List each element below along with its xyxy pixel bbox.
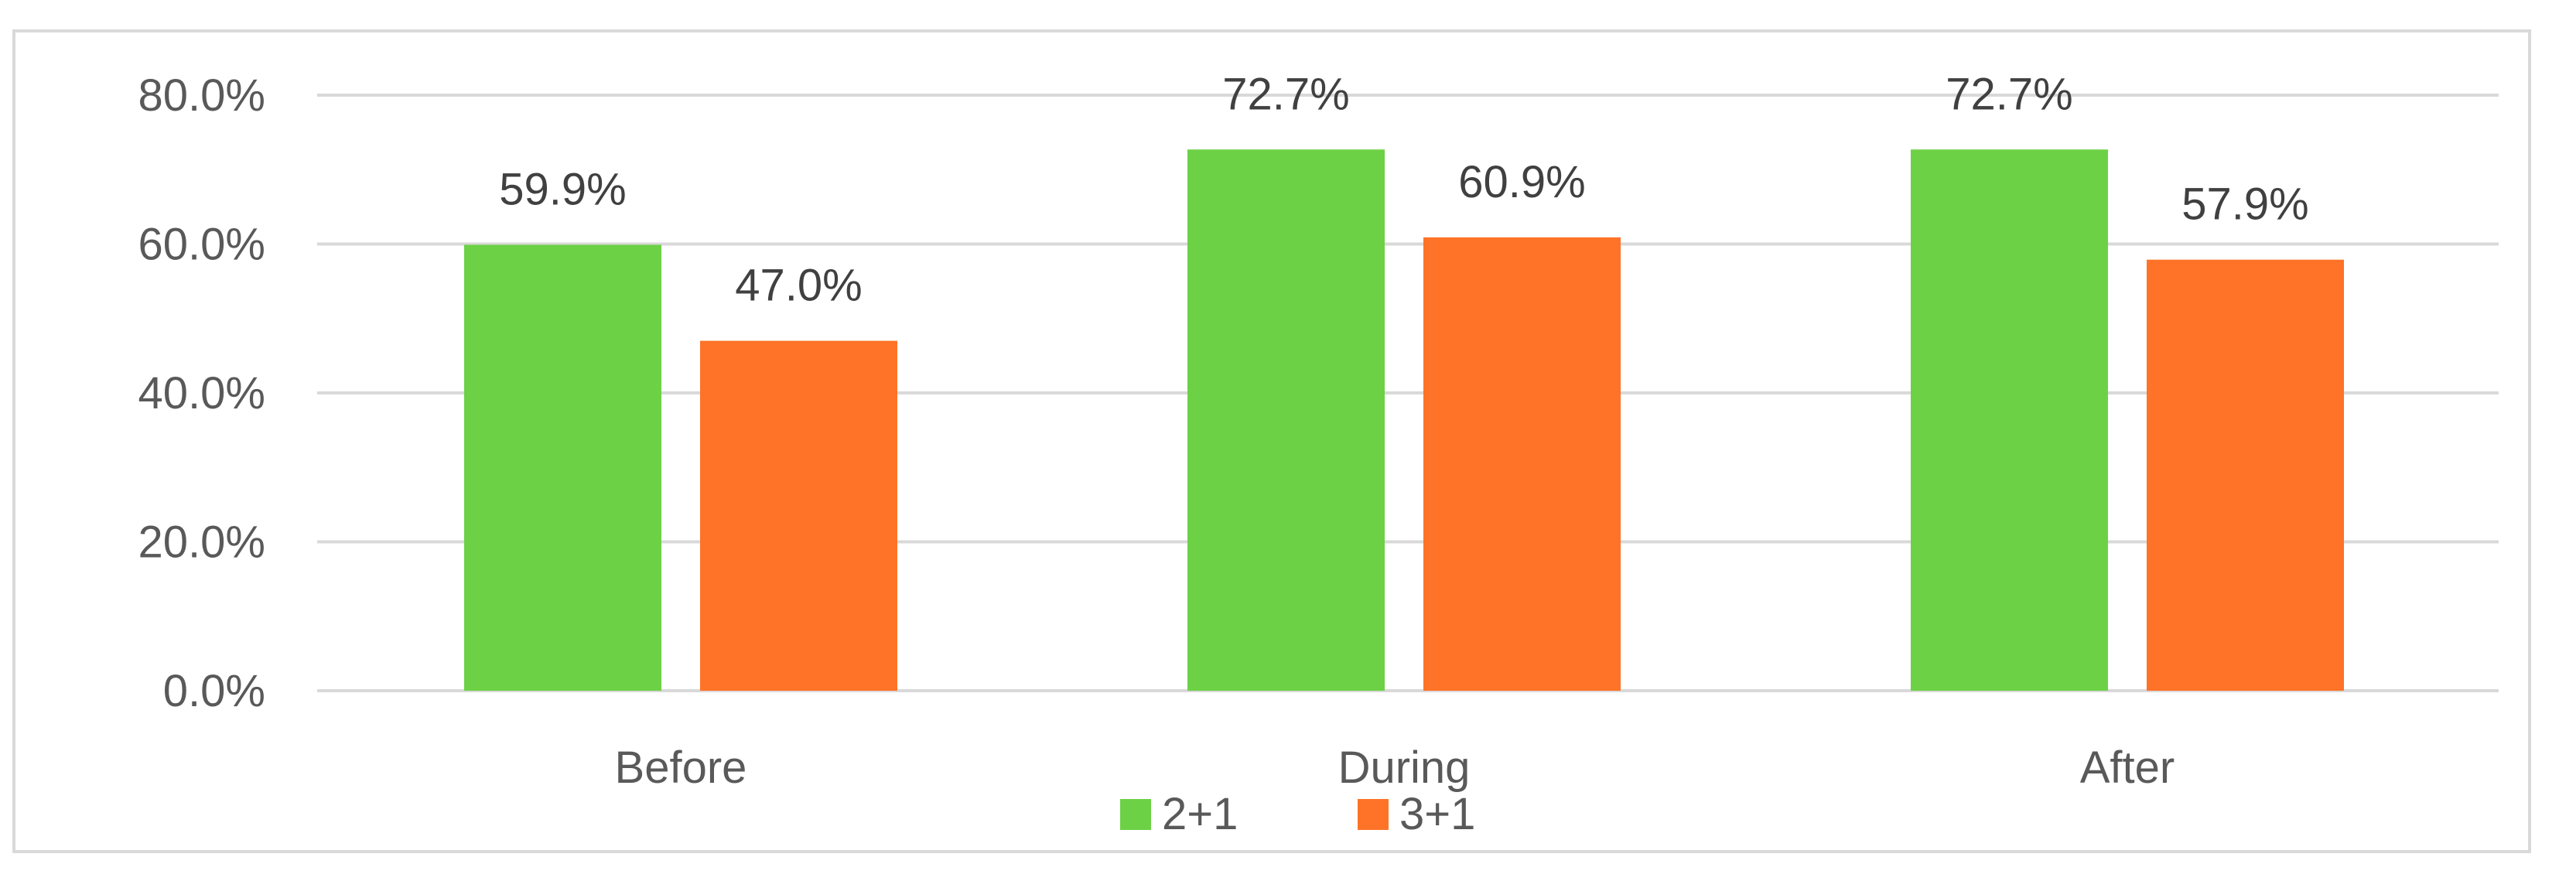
x-category-label: During — [1338, 743, 1471, 793]
x-category-label: After — [2080, 743, 2175, 793]
legend-label: 3+1 — [1399, 789, 1475, 839]
y-tick-label: 80.0% — [138, 70, 265, 121]
bars — [464, 149, 2344, 691]
legend-label: 2+1 — [1162, 789, 1238, 839]
x-category-label: Before — [615, 743, 747, 793]
data-labels: 59.9% 47.0% 72.7% 60.9% 72.7% 57.9% — [499, 69, 2308, 310]
y-tick-label: 20.0% — [138, 517, 265, 568]
data-label: 60.9% — [1458, 157, 1585, 207]
bar-3+1-before — [700, 340, 897, 691]
bar-2+1-after — [1911, 149, 2108, 691]
legend-swatch-2+1 — [1120, 799, 1151, 830]
y-axis-tick-labels: 0.0% 20.0% 40.0% 60.0% 80.0% — [138, 70, 265, 716]
gridlines — [317, 94, 2499, 692]
data-label: 57.9% — [2181, 179, 2308, 230]
bar-2+1-during — [1187, 149, 1385, 691]
x-axis-category-labels: Before During After — [615, 743, 2175, 793]
y-tick-label: 60.0% — [138, 220, 265, 270]
legend: 2+1 3+1 — [1120, 789, 1475, 839]
data-label: 72.7% — [1222, 69, 1349, 119]
data-label: 72.7% — [1946, 69, 2072, 119]
y-tick-label: 40.0% — [138, 368, 265, 418]
data-label: 59.9% — [499, 164, 626, 214]
data-label: 47.0% — [735, 261, 862, 311]
legend-swatch-3+1 — [1358, 799, 1389, 830]
bar-3+1-during — [1423, 237, 1621, 691]
y-tick-label: 0.0% — [163, 666, 265, 716]
bar-3+1-after — [2147, 259, 2344, 691]
bar-2+1-before — [464, 244, 661, 691]
